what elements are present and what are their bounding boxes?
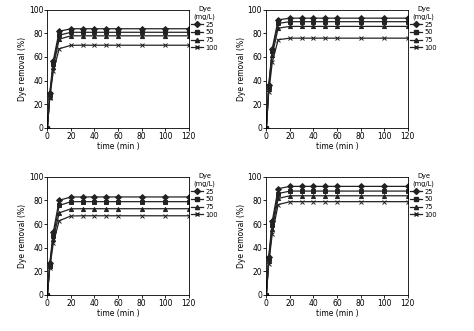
Legend: 25, 50, 75, 100: 25, 50, 75, 100 [191, 173, 218, 217]
Y-axis label: Dye removal (%): Dye removal (%) [237, 37, 246, 101]
X-axis label: time (min ): time (min ) [97, 142, 139, 151]
X-axis label: time (min ): time (min ) [316, 309, 358, 318]
Y-axis label: Dye removal (%): Dye removal (%) [237, 204, 246, 268]
Legend: 25, 50, 75, 100: 25, 50, 75, 100 [191, 6, 218, 51]
Legend: 25, 50, 75, 100: 25, 50, 75, 100 [410, 173, 437, 217]
X-axis label: time (min ): time (min ) [316, 142, 358, 151]
Y-axis label: Dye removal (%): Dye removal (%) [18, 204, 27, 268]
Y-axis label: Dye removal (%): Dye removal (%) [18, 37, 27, 101]
Legend: 25, 50, 75, 100: 25, 50, 75, 100 [410, 6, 437, 51]
X-axis label: time (min ): time (min ) [97, 309, 139, 318]
